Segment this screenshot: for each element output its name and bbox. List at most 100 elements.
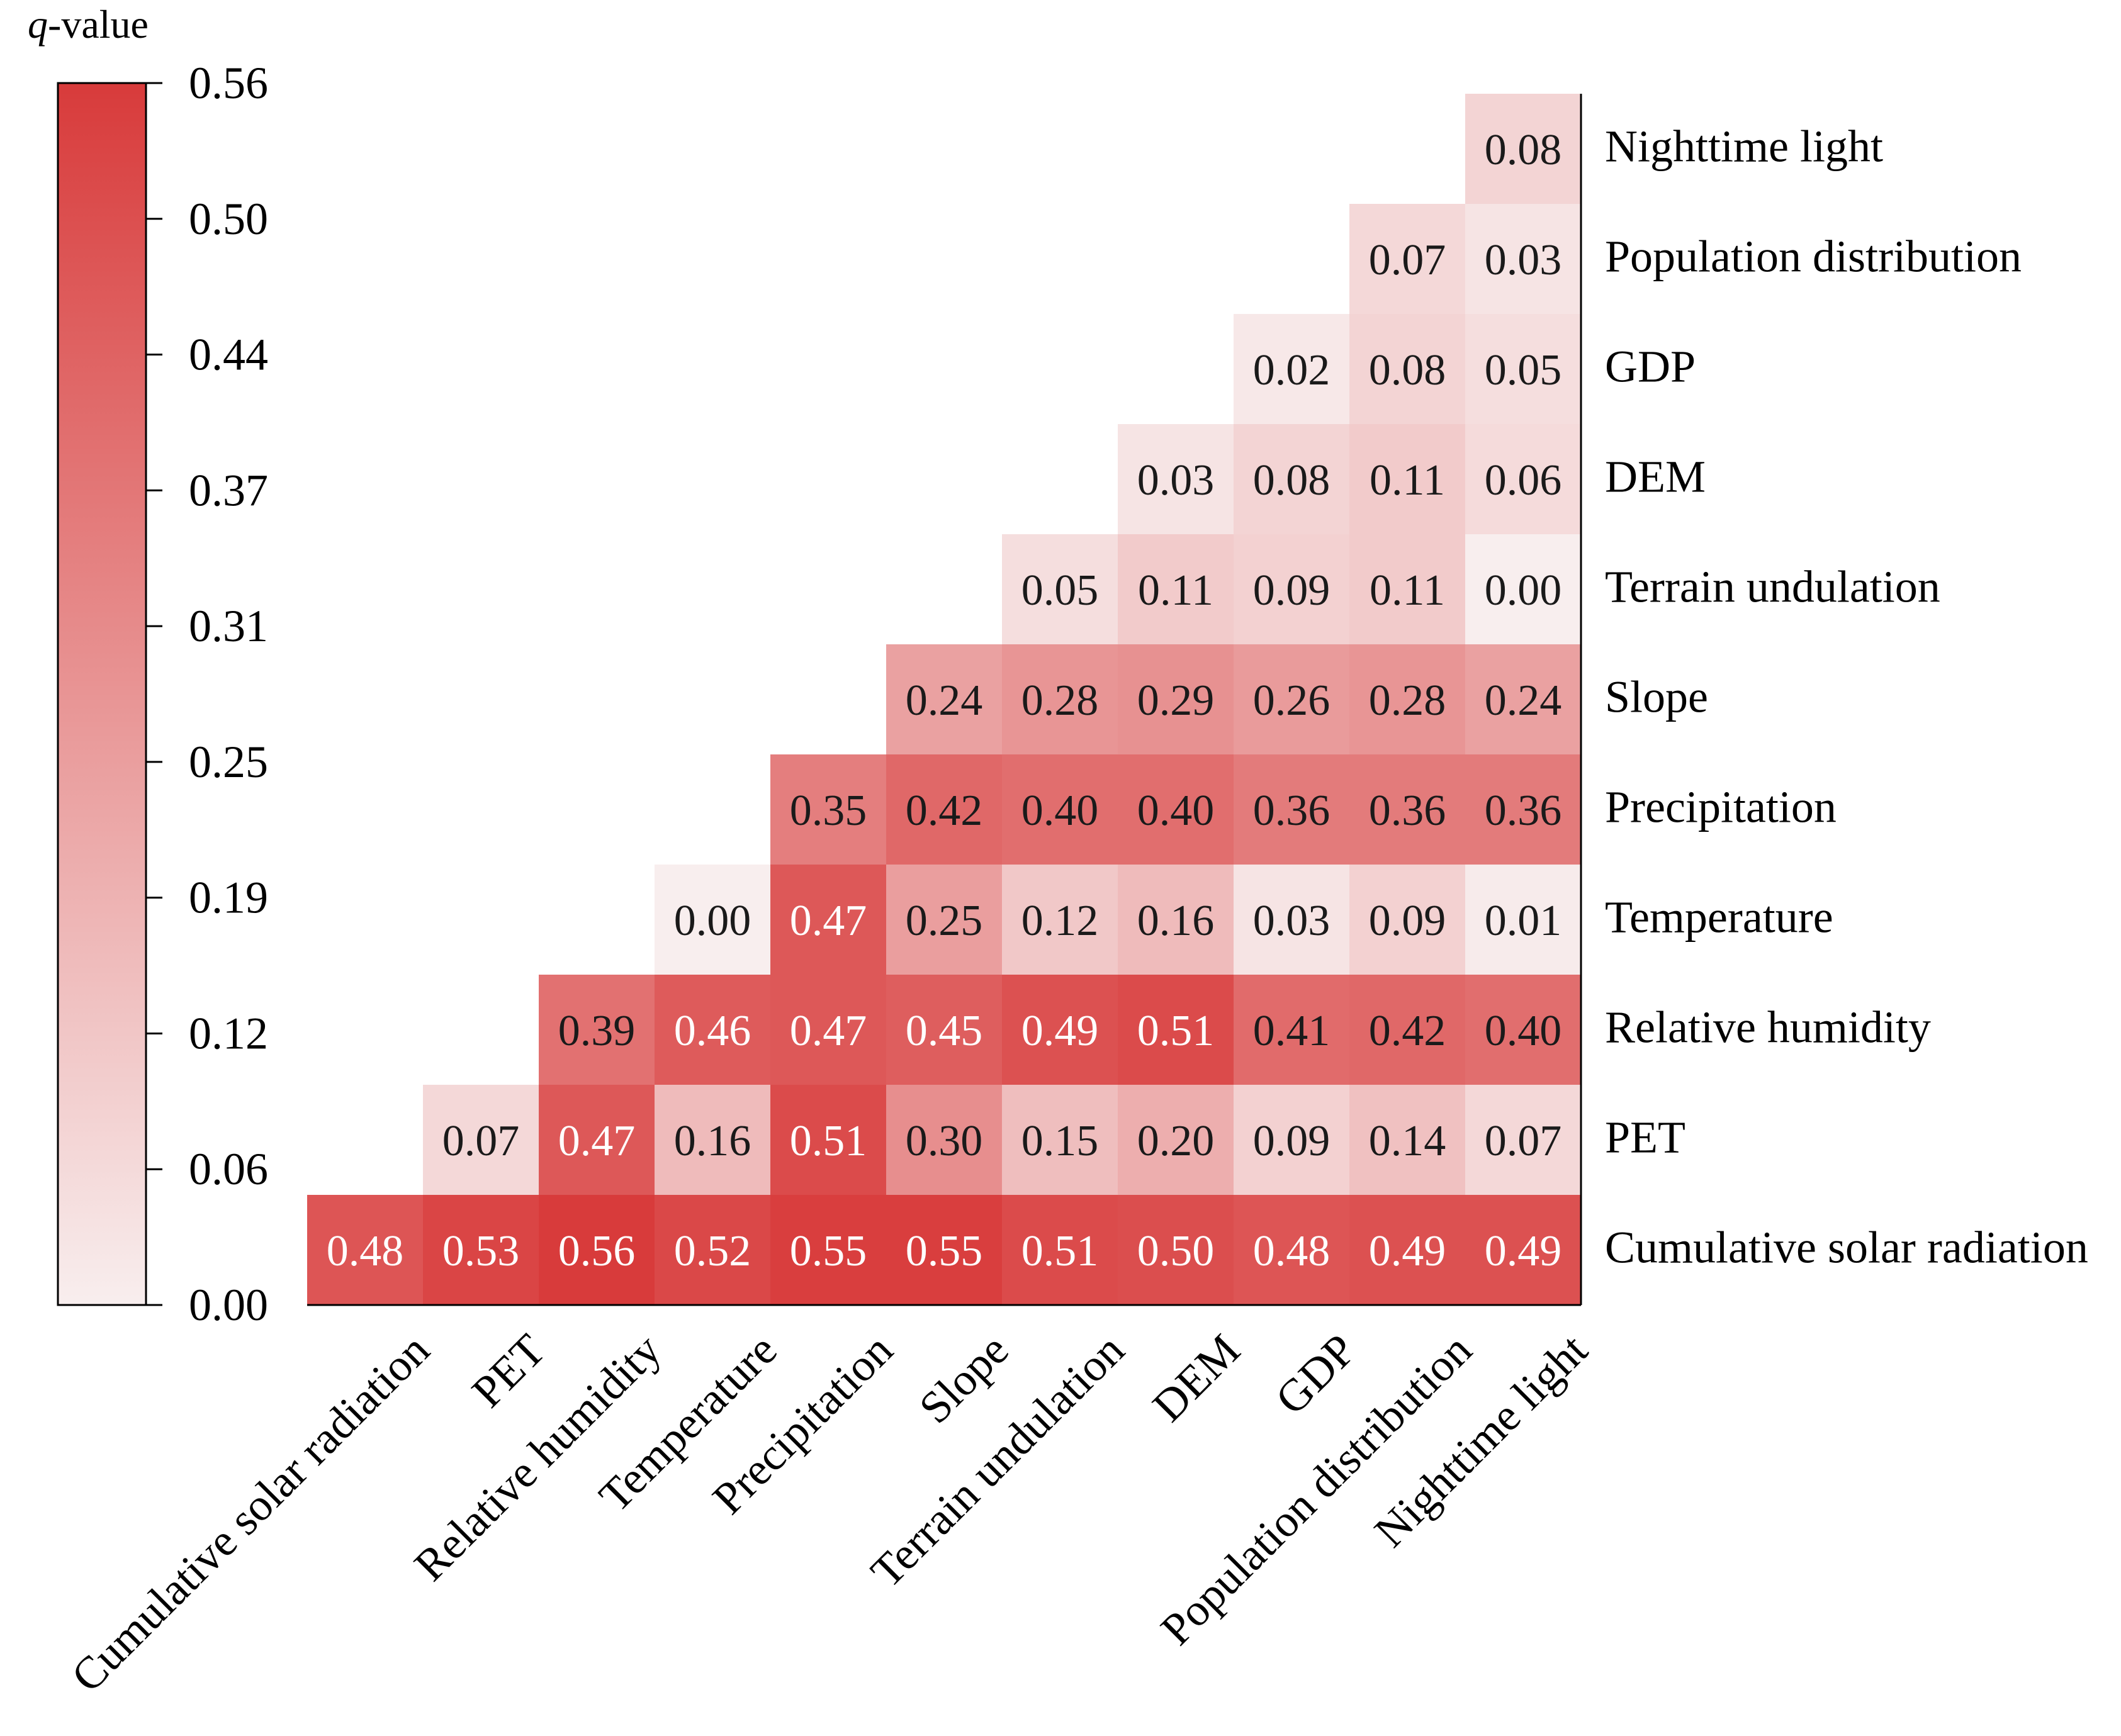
heatmap-cell bbox=[539, 1085, 655, 1196]
cell-value-label: 0.47 bbox=[558, 1117, 636, 1165]
cell-value-label: 0.36 bbox=[1369, 787, 1446, 835]
heatmap-cell bbox=[539, 1195, 655, 1306]
cell-value-label: 0.11 bbox=[1370, 566, 1445, 615]
cell-value-label: 0.00 bbox=[674, 897, 751, 945]
colorbar-tick-label: 0.44 bbox=[189, 330, 268, 380]
heatmap-cell bbox=[1465, 865, 1582, 975]
heatmap-cell bbox=[1465, 204, 1582, 315]
cell-value-label: 0.24 bbox=[906, 676, 983, 725]
column-label: DEM bbox=[1143, 1324, 1250, 1431]
cell-value-label: 0.03 bbox=[1253, 897, 1331, 945]
heatmap-cell bbox=[1002, 1085, 1118, 1196]
cell-value-label: 0.07 bbox=[1369, 236, 1446, 284]
heatmap-cell bbox=[886, 754, 1003, 865]
cell-value-label: 0.50 bbox=[1137, 1227, 1215, 1275]
heatmap-cell bbox=[1349, 314, 1466, 425]
heatmap-cell bbox=[1118, 865, 1234, 975]
heatmap-cell bbox=[1349, 975, 1466, 1085]
cell-value-label: 0.16 bbox=[674, 1117, 751, 1165]
heatmap-cell bbox=[655, 1195, 771, 1306]
cell-value-label: 0.40 bbox=[1485, 1007, 1562, 1055]
cell-value-label: 0.45 bbox=[906, 1007, 983, 1055]
cell-value-label: 0.09 bbox=[1369, 897, 1446, 945]
column-label: Cumulative solar radiation bbox=[62, 1324, 439, 1701]
cell-value-label: 0.05 bbox=[1485, 346, 1562, 395]
heatmap-cell bbox=[1234, 644, 1350, 755]
heatmap-cell bbox=[1349, 534, 1466, 645]
heatmap-cell bbox=[1002, 975, 1118, 1085]
heatmap-cell bbox=[1465, 94, 1582, 204]
row-label: Nighttime light bbox=[1605, 121, 1883, 172]
cell-value-label: 0.06 bbox=[1485, 456, 1562, 505]
heatmap-cell bbox=[539, 975, 655, 1085]
colorbar-tick-label: 0.12 bbox=[189, 1008, 268, 1058]
heatmap-cell bbox=[770, 1085, 887, 1196]
heatmap-cell bbox=[1465, 754, 1582, 865]
cell-value-label: 0.30 bbox=[906, 1117, 983, 1165]
heatmap-cell bbox=[1118, 644, 1234, 755]
cell-value-label: 0.03 bbox=[1485, 236, 1562, 284]
cell-value-label: 0.36 bbox=[1485, 787, 1562, 835]
heatmap-cell bbox=[770, 975, 887, 1085]
heatmap-cell bbox=[886, 1085, 1003, 1196]
heatmap-cell bbox=[886, 865, 1003, 975]
cell-value-label: 0.49 bbox=[1485, 1227, 1562, 1275]
cell-value-label: 0.09 bbox=[1253, 1117, 1331, 1165]
heatmap-cell bbox=[886, 1195, 1003, 1306]
row-label: Cumulative solar radiation bbox=[1605, 1223, 2088, 1273]
cell-value-label: 0.36 bbox=[1253, 787, 1331, 835]
colorbar-title-q: q bbox=[28, 2, 48, 47]
heatmap-cell bbox=[1349, 424, 1466, 535]
cell-value-label: 0.40 bbox=[1137, 787, 1215, 835]
cell-value-label: 0.49 bbox=[1021, 1007, 1099, 1055]
heatmap-cell bbox=[655, 975, 771, 1085]
heatmap-cell bbox=[655, 1085, 771, 1196]
colorbar-tick-label: 0.50 bbox=[189, 194, 268, 244]
cell-value-label: 0.07 bbox=[1485, 1117, 1562, 1165]
column-label: GDP bbox=[1266, 1324, 1365, 1424]
heatmap-cell bbox=[1234, 534, 1350, 645]
cell-value-label: 0.52 bbox=[674, 1227, 751, 1275]
heatmap-cell bbox=[1002, 754, 1118, 865]
cell-value-label: 0.08 bbox=[1369, 346, 1446, 395]
heatmap-axes bbox=[307, 94, 1582, 1306]
cell-value-label: 0.48 bbox=[1253, 1227, 1331, 1275]
heatmap-cell bbox=[1118, 534, 1234, 645]
colorbar-title-rest: -value bbox=[48, 2, 149, 47]
cell-value-label: 0.02 bbox=[1253, 346, 1331, 395]
cell-value-label: 0.56 bbox=[558, 1227, 636, 1275]
cell-value-label: 0.28 bbox=[1021, 676, 1099, 725]
column-label: Slope bbox=[909, 1324, 1018, 1433]
colorbar: q-value 0.00 0.06 0.12 0.19 0.25 0.31 0.37 0.44 0… bbox=[28, 2, 268, 1330]
cell-value-label: 0.25 bbox=[906, 897, 983, 945]
cell-value-label: 0.28 bbox=[1369, 676, 1446, 725]
heatmap-cell bbox=[1234, 754, 1350, 865]
heatmap-cell bbox=[307, 1195, 424, 1306]
cell-value-label: 0.12 bbox=[1021, 897, 1099, 945]
row-label: Population distribution bbox=[1605, 232, 2022, 282]
heatmap-cell bbox=[1002, 644, 1118, 755]
row-label: Precipitation bbox=[1605, 782, 1837, 832]
heatmap-cell bbox=[1465, 314, 1582, 425]
heatmap-cell bbox=[1349, 1195, 1466, 1306]
heatmap-cell bbox=[1118, 754, 1234, 865]
heatmap-cell bbox=[1234, 314, 1350, 425]
cell-value-label: 0.55 bbox=[906, 1227, 983, 1275]
cell-value-label: 0.51 bbox=[1137, 1007, 1215, 1055]
heatmap-cell bbox=[1002, 1195, 1118, 1306]
heatmap-cell bbox=[1234, 975, 1350, 1085]
cell-value-label: 0.07 bbox=[442, 1117, 520, 1165]
cell-value-label: 0.35 bbox=[790, 787, 867, 835]
colorbar-tick-label: 0.25 bbox=[189, 737, 268, 787]
heatmap-cell bbox=[1349, 644, 1466, 755]
heatmap-cells: 0.08 0.07 0.03 0.02 0.08 0.05 0.03 0.08 0.11 0.06… bbox=[307, 94, 1582, 1306]
heatmap-cell bbox=[1465, 1085, 1582, 1196]
cell-value-label: 0.41 bbox=[1253, 1007, 1331, 1055]
cell-value-label: 0.26 bbox=[1253, 676, 1331, 725]
cell-value-label: 0.51 bbox=[790, 1117, 867, 1165]
cell-value-label: 0.15 bbox=[1021, 1117, 1099, 1165]
cell-value-label: 0.08 bbox=[1253, 456, 1331, 505]
